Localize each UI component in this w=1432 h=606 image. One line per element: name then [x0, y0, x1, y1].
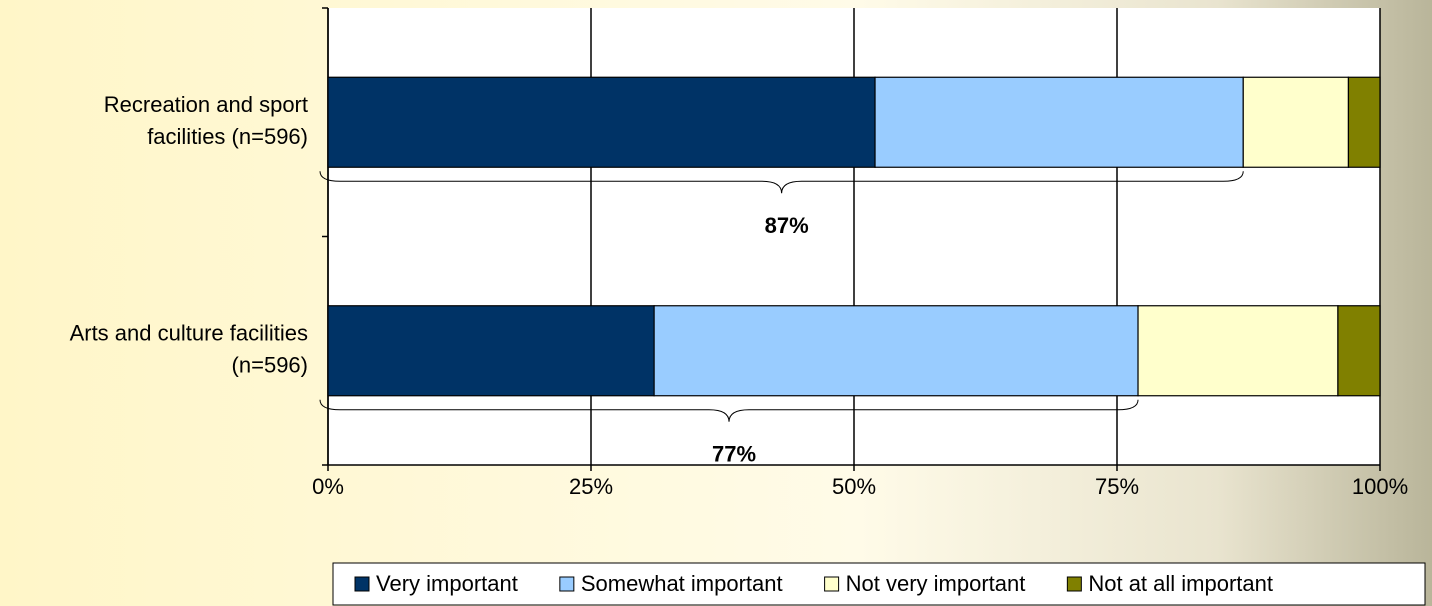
x-tick-label: 100%	[1352, 474, 1408, 499]
legend-label: Not at all important	[1088, 571, 1273, 596]
bar-segment	[874, 76, 1244, 168]
bar-segment	[1337, 305, 1381, 397]
x-tick-label: 50%	[832, 474, 876, 499]
legend-label: Very important	[376, 571, 518, 596]
legend-swatch	[1066, 576, 1082, 592]
bar-segment	[1137, 305, 1339, 397]
legend-swatch	[354, 576, 370, 592]
bar-segment	[653, 305, 1139, 397]
x-tick-label: 75%	[1095, 474, 1139, 499]
category-label: (n=596)	[232, 353, 308, 378]
bar-segment	[327, 76, 876, 168]
brace	[319, 171, 1244, 194]
legend-box	[332, 562, 1426, 606]
annotation: 77%	[712, 442, 756, 467]
category-label: Recreation and sport	[104, 92, 308, 117]
category-label: facilities (n=596)	[147, 124, 308, 149]
legend-swatch	[824, 576, 840, 592]
annotation: 87%	[765, 213, 809, 238]
x-tick-label: 25%	[569, 474, 613, 499]
bar-segment	[327, 305, 655, 397]
bar-segment	[1242, 76, 1350, 168]
category-label: Arts and culture facilities	[70, 321, 308, 346]
bar-segment	[1347, 76, 1381, 168]
x-tick-label: 0%	[312, 474, 344, 499]
brace	[319, 399, 1139, 422]
legend-label: Somewhat important	[581, 571, 783, 596]
legend-swatch	[559, 576, 575, 592]
legend-label: Not very important	[846, 571, 1026, 596]
